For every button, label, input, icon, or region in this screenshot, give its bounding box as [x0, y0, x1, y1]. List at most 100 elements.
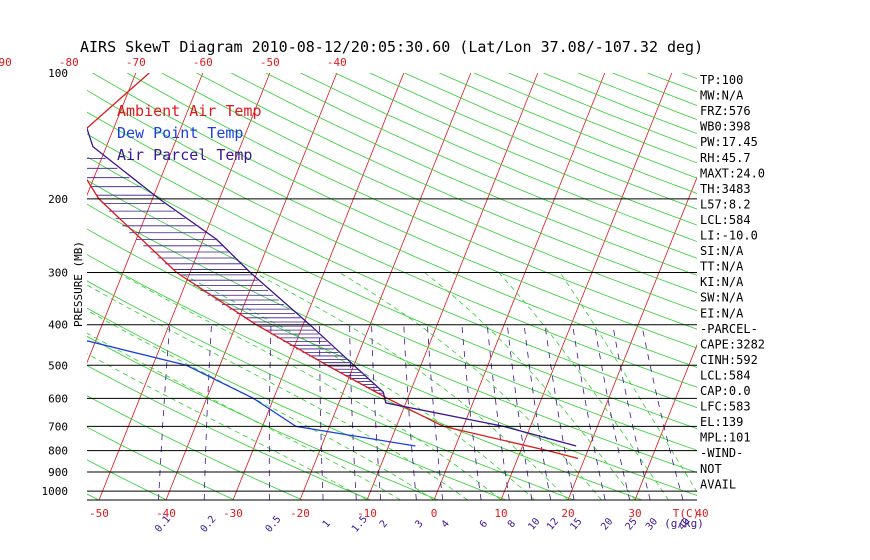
mixing-ratio-tick-label: 10 — [526, 516, 542, 532]
moist-adiabat-line — [87, 284, 468, 500]
legend-entry: Dew Point Temp — [117, 124, 243, 142]
bottom-temp-tick-label: -40 — [156, 507, 176, 520]
mixing-ratio-line — [203, 324, 212, 500]
mixing-ratio-line — [523, 324, 552, 500]
series-line-dew-point-temp — [87, 340, 416, 447]
moist-adiabat-line — [87, 332, 401, 500]
index-value: EL:139 — [700, 415, 743, 429]
index-value: WB0:398 — [700, 120, 751, 134]
y-axis-label: PRESSURE (MB) — [72, 241, 85, 327]
dry-adiabat-line — [161, 73, 697, 312]
bottom-temp-tick-label: -10 — [357, 507, 377, 520]
temp-unit-label: T(C) — [673, 507, 700, 520]
mixing-ratio-tick-label: 0.5 — [264, 514, 284, 535]
mixing-ratio-tick-label: 12 — [545, 516, 561, 532]
bottom-temp-tick-label: -30 — [223, 507, 243, 520]
isotherm-line — [0, 73, 2, 500]
moist-adiabat-line — [116, 272, 502, 500]
pressure-tick-label: 900 — [48, 466, 68, 479]
index-value: MAXT:24.0 — [700, 166, 765, 180]
mixing-ratio-line — [319, 324, 324, 500]
index-value: NOT — [700, 462, 722, 476]
index-value: CAP:0.0 — [700, 384, 751, 398]
mixing-ratio-line — [371, 324, 382, 500]
bottom-temp-tick-label: 20 — [561, 507, 574, 520]
cape-hatching — [87, 157, 385, 397]
top-temp-tick-label: -80 — [59, 56, 79, 69]
moist-adiabat-line — [87, 309, 435, 500]
dry-adiabat-line — [404, 73, 697, 194]
mixing-ratio-line — [158, 324, 171, 500]
index-value: L57:8.2 — [700, 197, 751, 211]
mixing-ratio-tick-label: 8 — [506, 519, 518, 531]
mixing-ratio-tick-label: 30 — [644, 516, 660, 532]
pressure-tick-label: 700 — [48, 420, 68, 433]
bottom-temp-tick-label: -20 — [290, 507, 310, 520]
mixing-ratio-line — [506, 324, 533, 500]
isotherm-line — [500, 73, 673, 500]
bottom-temp-tick-label: 10 — [494, 507, 507, 520]
legend: Ambient Air Temp Dew Point Temp Air Parcel… — [117, 102, 262, 164]
dry-adiabat-line — [87, 280, 575, 500]
pressure-tick-label: 200 — [48, 193, 68, 206]
dry-adiabat-line — [87, 179, 697, 451]
dry-adiabat-line — [87, 203, 697, 473]
index-value: LFC:583 — [700, 400, 751, 414]
mixing-ratio-line — [572, 324, 606, 500]
dry-adiabat-line — [0, 73, 31, 500]
dry-adiabat-line — [439, 73, 697, 179]
index-value: SI:N/A — [700, 244, 744, 258]
index-value: TT:N/A — [700, 260, 744, 274]
mixing-ratio-tick-label: 6 — [478, 519, 490, 531]
dry-adiabat-line — [87, 426, 235, 500]
index-value: FRZ:576 — [700, 104, 751, 118]
series-line-ambient-air-temp — [87, 73, 579, 460]
index-value: -PARCEL- — [700, 322, 758, 336]
top-temp-tick-label: -50 — [260, 56, 280, 69]
index-value: LCL:584 — [700, 368, 751, 382]
legend-entry: Ambient Air Temp — [117, 102, 262, 120]
moist-adiabat-line — [339, 272, 602, 500]
mixing-ratio-tick-label: 3 — [413, 519, 425, 531]
isotherm-line — [232, 73, 405, 500]
dry-adiabat-line — [87, 459, 167, 500]
dry-adiabat-line — [87, 307, 507, 500]
moist-adiabat-line — [179, 272, 535, 500]
background-grid — [0, 73, 870, 500]
moist-adiabat-line — [87, 353, 368, 500]
top-temp-tick-label: -40 — [327, 56, 347, 69]
index-value: EI:N/A — [700, 306, 744, 320]
isotherm-line — [98, 73, 271, 500]
dry-adiabat-line — [87, 111, 697, 388]
index-value: MPL:101 — [700, 431, 751, 445]
isotherm-line — [87, 73, 204, 364]
index-value: AVAIL — [700, 477, 736, 491]
dry-adiabat-line — [87, 228, 697, 496]
mixing-ratio-line — [403, 324, 417, 500]
dry-adiabat-line — [196, 73, 697, 294]
mixing-ratio-line — [486, 324, 510, 500]
pressure-tick-label: 800 — [48, 445, 68, 458]
isotherm-line — [299, 73, 472, 500]
top-temp-tick-label: -90 — [0, 56, 12, 69]
mixing-ratio-tick-label: 4 — [440, 519, 452, 531]
index-value: TP:100 — [700, 73, 743, 87]
index-value: KI:N/A — [700, 275, 744, 289]
isotherm-line — [0, 73, 69, 500]
top-temp-tick-label: -70 — [126, 56, 146, 69]
sounding-curves — [87, 73, 579, 460]
mixing-ratio-line — [544, 324, 575, 500]
top-temp-tick-label: -60 — [193, 56, 213, 69]
isotherm-line — [769, 73, 870, 500]
dry-adiabat-line — [265, 73, 697, 259]
isotherm-line — [87, 73, 137, 197]
dry-adiabat-line — [231, 73, 697, 276]
mixing-ratio-line — [268, 324, 272, 500]
dry-adiabat-line — [87, 133, 697, 409]
mixing-ratio-tick-label: 2 — [378, 519, 390, 531]
index-value: LI:-10.0 — [700, 229, 758, 243]
pressure-tick-label: 500 — [48, 359, 68, 372]
bottom-temp-tick-label: 0 — [431, 507, 438, 520]
